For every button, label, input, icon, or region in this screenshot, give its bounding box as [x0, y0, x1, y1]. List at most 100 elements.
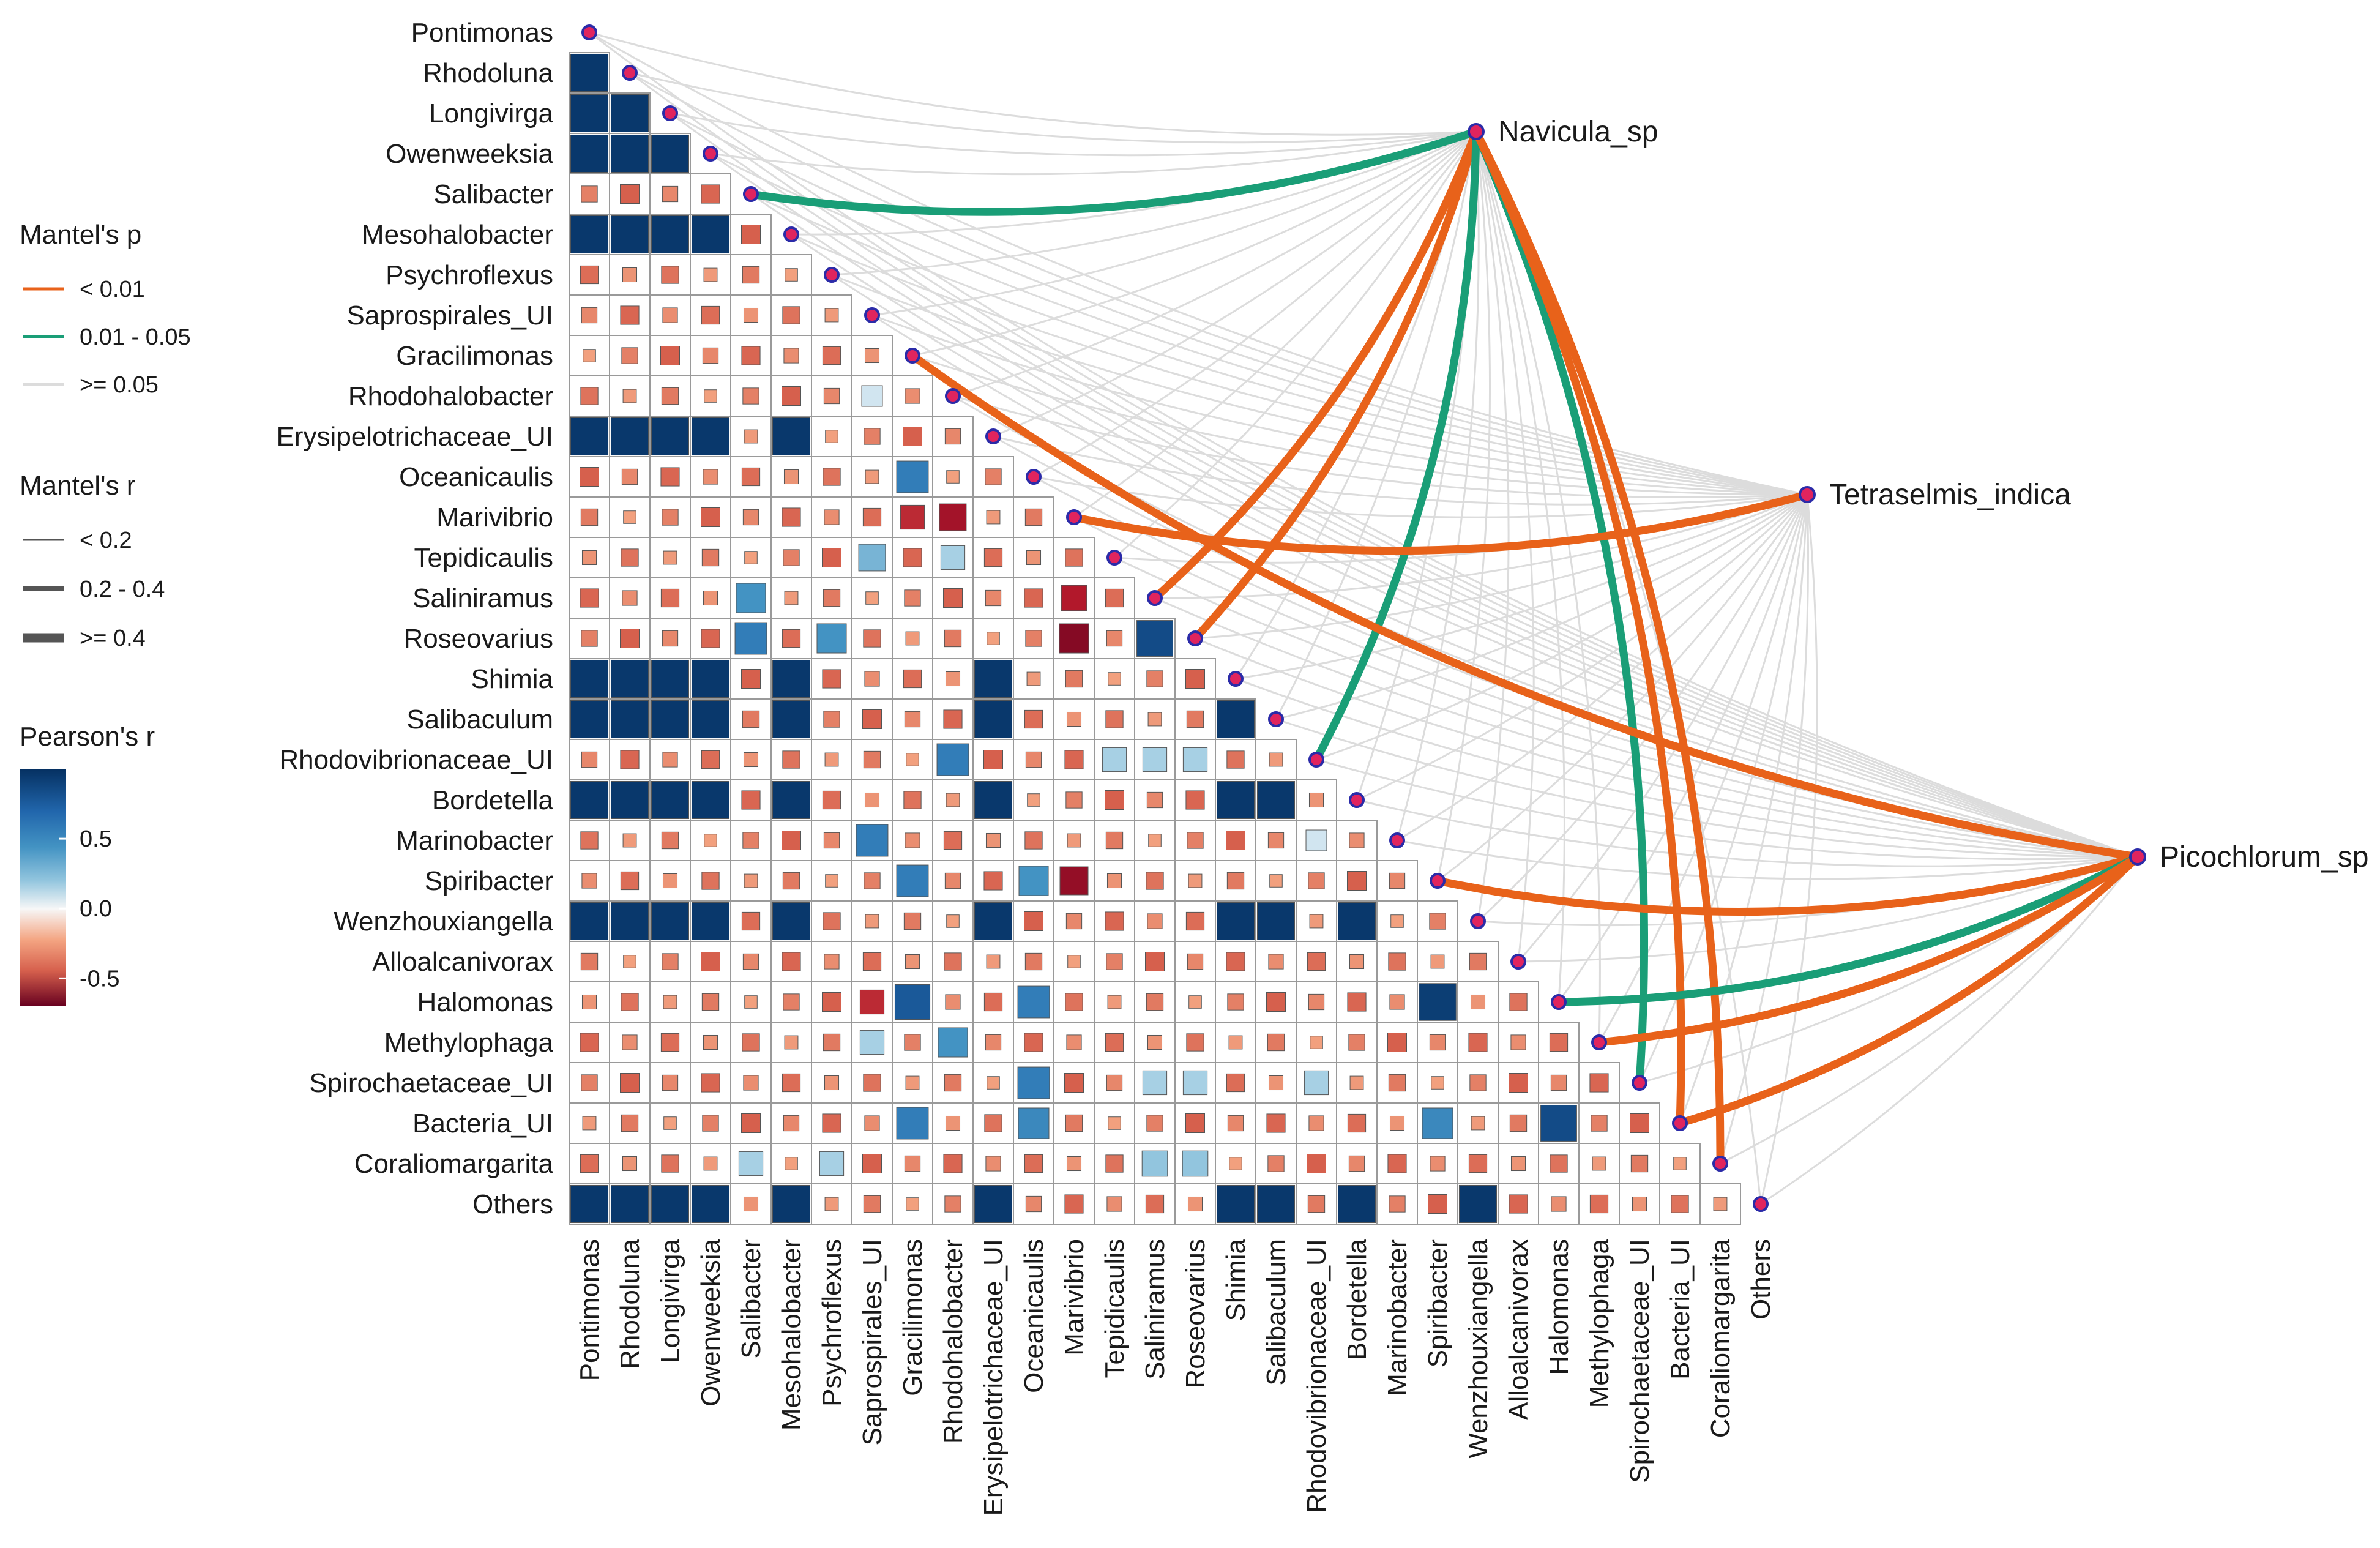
- corr-mark-salibaculum-rhodoluna: [610, 700, 649, 739]
- corr-mark-erysipelotrichaceae-ui-saprospirales-ui: [864, 428, 881, 445]
- corr-mark-halomonas-oceanicaulis: [1017, 985, 1050, 1019]
- row-label-rhodoluna: Rhodoluna: [423, 58, 553, 88]
- link-tetraselmis-indica-owenweeksia: [710, 152, 1808, 496]
- corr-mark-coraliomargarita-erysipelotrichaceae-ui: [985, 1156, 1001, 1172]
- corr-mark-marinobacter-gracilimonas: [905, 832, 920, 848]
- corr-mark-shimia-longivirga: [651, 659, 690, 698]
- corr-mark-coraliomargarita-shimia: [1229, 1157, 1242, 1170]
- corr-mark-alloalcanivorax-salibacter: [742, 953, 759, 970]
- link-tetraselmis-indica-bacteria-ui: [1679, 494, 1808, 1124]
- corr-mark-marinobacter-roseovarius: [1187, 832, 1204, 849]
- corr-mark-saliniramus-rhodohalobacter: [943, 588, 963, 608]
- corr-mark-others-wenzhouxiangella: [1458, 1184, 1498, 1224]
- corr-mark-alloalcanivorax-pontimonas: [580, 952, 599, 971]
- corr-mark-marinobacter-owenweeksia: [704, 834, 717, 847]
- corr-mark-erysipelotrichaceae-ui-rhodohalobacter: [944, 428, 961, 445]
- legend-mantel-p-title: Mantel's p: [20, 220, 141, 250]
- corr-mark-rhodovibrionaceae-ui-shimia: [1226, 750, 1245, 769]
- corr-mark-alloalcanivorax-psychroflexus: [824, 954, 840, 970]
- corr-mark-alloalcanivorax-marinobacter: [1388, 952, 1406, 971]
- node-marivibrio: [1066, 509, 1082, 525]
- corr-mark-alloalcanivorax-erysipelotrichaceae-ui: [986, 954, 1001, 969]
- node-alloalcanivorax: [1510, 954, 1526, 970]
- corr-mark-alloalcanivorax-rhodovibrionaceae-ui: [1307, 952, 1326, 971]
- cell-marinobacter-pontimonas: [569, 820, 610, 861]
- row-label-halomonas: Halomonas: [417, 987, 553, 1017]
- axis-labels-layer: Pontimonas Pontimonas Rhodoluna Rhodoluna Lo…: [277, 18, 1776, 1516]
- corr-mark-spiribacter-marinobacter: [1389, 872, 1406, 889]
- cell-salibaculum-gracilimonas: [892, 698, 933, 740]
- corr-mark-alloalcanivorax-saliniramus: [1145, 952, 1165, 971]
- corr-mark-shimia-pontimonas: [570, 659, 609, 698]
- row-label-owenweeksia: Owenweeksia: [386, 139, 553, 169]
- species-label-navicula-sp: Navicula_sp: [1498, 116, 1658, 148]
- corr-mark-spiribacter-roseovarius: [1188, 873, 1203, 888]
- sig-link-navicula-sp-coraliomargarita: [1472, 127, 1725, 1168]
- corr-mark-rhodovibrionaceae-ui-salibacter: [743, 752, 759, 768]
- corr-mark-halomonas-salibaculum: [1266, 992, 1286, 1012]
- row-label-mesohalobacter: Mesohalobacter: [362, 220, 553, 250]
- species-layer: Navicula_sp Tetraselmis_indica Picochlorum…: [1468, 116, 2368, 873]
- corr-mark-salibaculum-shimia: [1216, 700, 1255, 739]
- species-node-navicula-sp: [1468, 123, 1485, 140]
- corr-mark-coraliomargarita-bordetella: [1348, 1155, 1365, 1172]
- corr-mark-bacteria-ui-halomonas: [1540, 1105, 1577, 1142]
- node-marinobacter: [1389, 832, 1405, 848]
- corr-mark-methylophaga-halomonas: [1549, 1033, 1569, 1052]
- corr-mark-owenweeksia-longivirga: [651, 134, 690, 173]
- corr-mark-others-pontimonas: [570, 1184, 609, 1224]
- cell-erysipelotrichaceae-ui-gracilimonas: [892, 416, 933, 457]
- corr-mark-coraliomargarita-salibacter: [738, 1151, 764, 1176]
- corr-mark-oceanicaulis-longivirga: [660, 467, 680, 487]
- corr-mark-coraliomargarita-longivirga: [661, 1154, 679, 1173]
- col-label-mesohalobacter: Mesohalobacter: [777, 1239, 807, 1430]
- row-label-gracilimonas: Gracilimonas: [396, 341, 553, 371]
- corr-mark-methylophaga-tepidicaulis: [1105, 1033, 1124, 1052]
- corr-mark-marivibrio-mesohalobacter: [782, 507, 801, 527]
- corr-mark-bacteria-ui-saliniramus: [1146, 1115, 1163, 1132]
- species-node-tetraselmis-indica: [1799, 486, 1816, 503]
- corr-mark-bacteria-ui-rhodoluna: [621, 1114, 639, 1132]
- link-picochlorum-sp-mesohalobacter: [791, 233, 2138, 858]
- col-label-owenweeksia: Owenweeksia: [696, 1238, 726, 1406]
- corr-mark-coraliomargarita-bacteria-ui: [1673, 1157, 1687, 1170]
- corr-mark-marivibrio-gracilimonas: [900, 504, 925, 530]
- corr-mark-others-saprospirales-ui: [863, 1195, 881, 1213]
- corr-mark-wenzhouxiangella-bordetella: [1337, 902, 1376, 941]
- col-label-marivibrio: Marivibrio: [1059, 1239, 1089, 1356]
- col-label-salibacter: Salibacter: [736, 1239, 766, 1359]
- corr-mark-owenweeksia-rhodoluna: [610, 134, 649, 173]
- corr-mark-erysipelotrichaceae-ui-rhodoluna: [610, 417, 649, 456]
- node-spirochaetaceae-ui: [1632, 1075, 1647, 1091]
- corr-mark-others-gracilimonas: [906, 1197, 919, 1211]
- corr-mark-others-mesohalobacter: [772, 1184, 811, 1224]
- cell-salibacter-longivirga: [649, 173, 691, 215]
- legend-r-label-2: >= 0.4: [80, 626, 146, 651]
- corr-mark-spirochaetaceae-ui-rhodohalobacter: [944, 1074, 962, 1092]
- corr-mark-rhodohalobacter-saprospirales-ui: [861, 385, 883, 407]
- corr-mark-spiribacter-gracilimonas: [896, 864, 929, 897]
- corr-mark-bacteria-ui-shimia: [1227, 1115, 1244, 1132]
- corr-mark-methylophaga-gracilimonas: [904, 1034, 921, 1051]
- cell-halomonas-shimia: [1215, 981, 1256, 1023]
- cell-tepidicaulis-marivibrio: [1053, 537, 1095, 578]
- row-label-saprospirales-ui: Saprospirales_UI: [347, 301, 554, 331]
- corr-mark-rhodovibrionaceae-ui-psychroflexus: [824, 752, 839, 767]
- corr-mark-bordetella-rhodohalobacter: [946, 793, 960, 807]
- corr-mark-alloalcanivorax-mesohalobacter: [782, 952, 801, 971]
- corr-mark-bacteria-ui-oceanicaulis: [1018, 1107, 1050, 1139]
- corr-mark-rhodovibrionaceae-ui-saprospirales-ui: [863, 750, 881, 769]
- corr-mark-coraliomargarita-rhodoluna: [622, 1156, 638, 1172]
- corr-mark-wenzhouxiangella-mesohalobacter: [772, 902, 811, 941]
- corr-mark-shimia-oceanicaulis: [1026, 671, 1041, 686]
- corr-mark-alloalcanivorax-wenzhouxiangella: [1469, 952, 1487, 971]
- corr-mark-rhodovibrionaceae-ui-longivirga: [662, 752, 678, 768]
- corr-mark-halomonas-erysipelotrichaceae-ui: [983, 992, 1003, 1012]
- corr-mark-shimia-saliniramus: [1146, 670, 1163, 687]
- corr-mark-coraliomargarita-gracilimonas: [904, 1155, 921, 1172]
- corr-mark-spiribacter-rhodovibrionaceae-ui: [1308, 872, 1325, 889]
- corr-mark-spiribacter-oceanicaulis: [1018, 866, 1049, 896]
- row-label-erysipelotrichaceae-ui: Erysipelotrichaceae_UI: [277, 422, 553, 452]
- row-label-roseovarius: Roseovarius: [403, 624, 553, 654]
- link-navicula-sp-owenweeksia: [710, 130, 1477, 176]
